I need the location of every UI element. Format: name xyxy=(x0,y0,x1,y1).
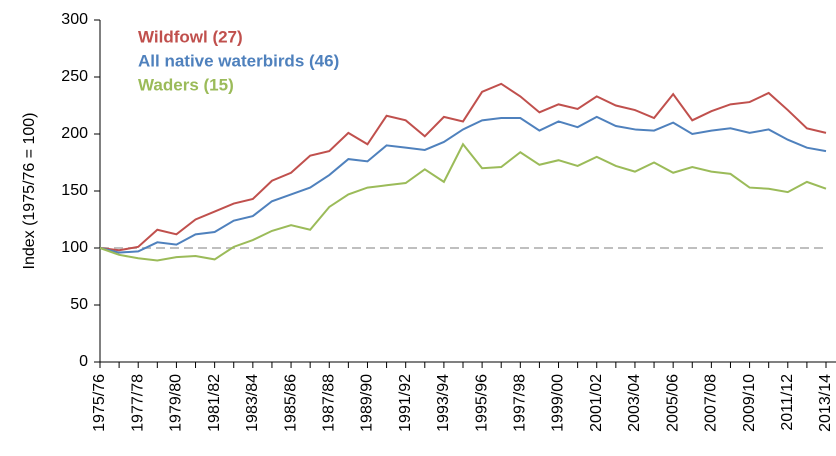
x-tick-label: 1993/94 xyxy=(435,374,452,432)
series-line xyxy=(99,82,827,252)
y-axis-label: Index (1975/76 = 100) xyxy=(21,112,38,269)
x-tick-label: 1991/92 xyxy=(397,374,414,432)
x-tick-label: 2011/12 xyxy=(779,374,796,431)
x-tick-label: 2007/08 xyxy=(703,374,720,432)
y-tick-label: 200 xyxy=(61,125,88,142)
x-tick-label: 2009/10 xyxy=(741,374,758,432)
x-tick-label: 1979/80 xyxy=(168,374,185,432)
x-tick-label: 1997/98 xyxy=(512,374,529,432)
x-tick-label: 1999/00 xyxy=(550,374,567,432)
y-tick-label: 100 xyxy=(61,239,88,256)
legend-label: Wildfowl (27) xyxy=(138,27,243,46)
x-tick-label: 1995/96 xyxy=(473,374,490,432)
series-line xyxy=(99,142,827,262)
legend-label: All native waterbirds (46) xyxy=(138,51,339,70)
x-tick-label: 2005/06 xyxy=(664,374,681,432)
x-tick-label: 1977/78 xyxy=(129,374,146,432)
x-tick-label: 1975/76 xyxy=(91,374,108,432)
series-line xyxy=(99,115,827,254)
x-tick-label: 1987/88 xyxy=(320,374,337,432)
x-tick-label: 1983/84 xyxy=(244,374,261,432)
x-tick-label: 1989/90 xyxy=(359,374,376,432)
y-tick-label: 50 xyxy=(70,296,88,313)
x-tick-label: 2001/02 xyxy=(588,374,605,432)
x-tick-label: 1985/86 xyxy=(282,374,299,432)
y-tick-label: 0 xyxy=(79,353,88,370)
x-tick-label: 1981/82 xyxy=(206,374,223,432)
x-tick-label: 2013/14 xyxy=(817,374,834,432)
y-tick-label: 300 xyxy=(61,11,88,28)
y-tick-label: 150 xyxy=(61,182,88,199)
y-tick-label: 250 xyxy=(61,68,88,85)
x-tick-label: 2003/04 xyxy=(626,374,643,432)
legend-label: Waders (15) xyxy=(138,75,234,94)
